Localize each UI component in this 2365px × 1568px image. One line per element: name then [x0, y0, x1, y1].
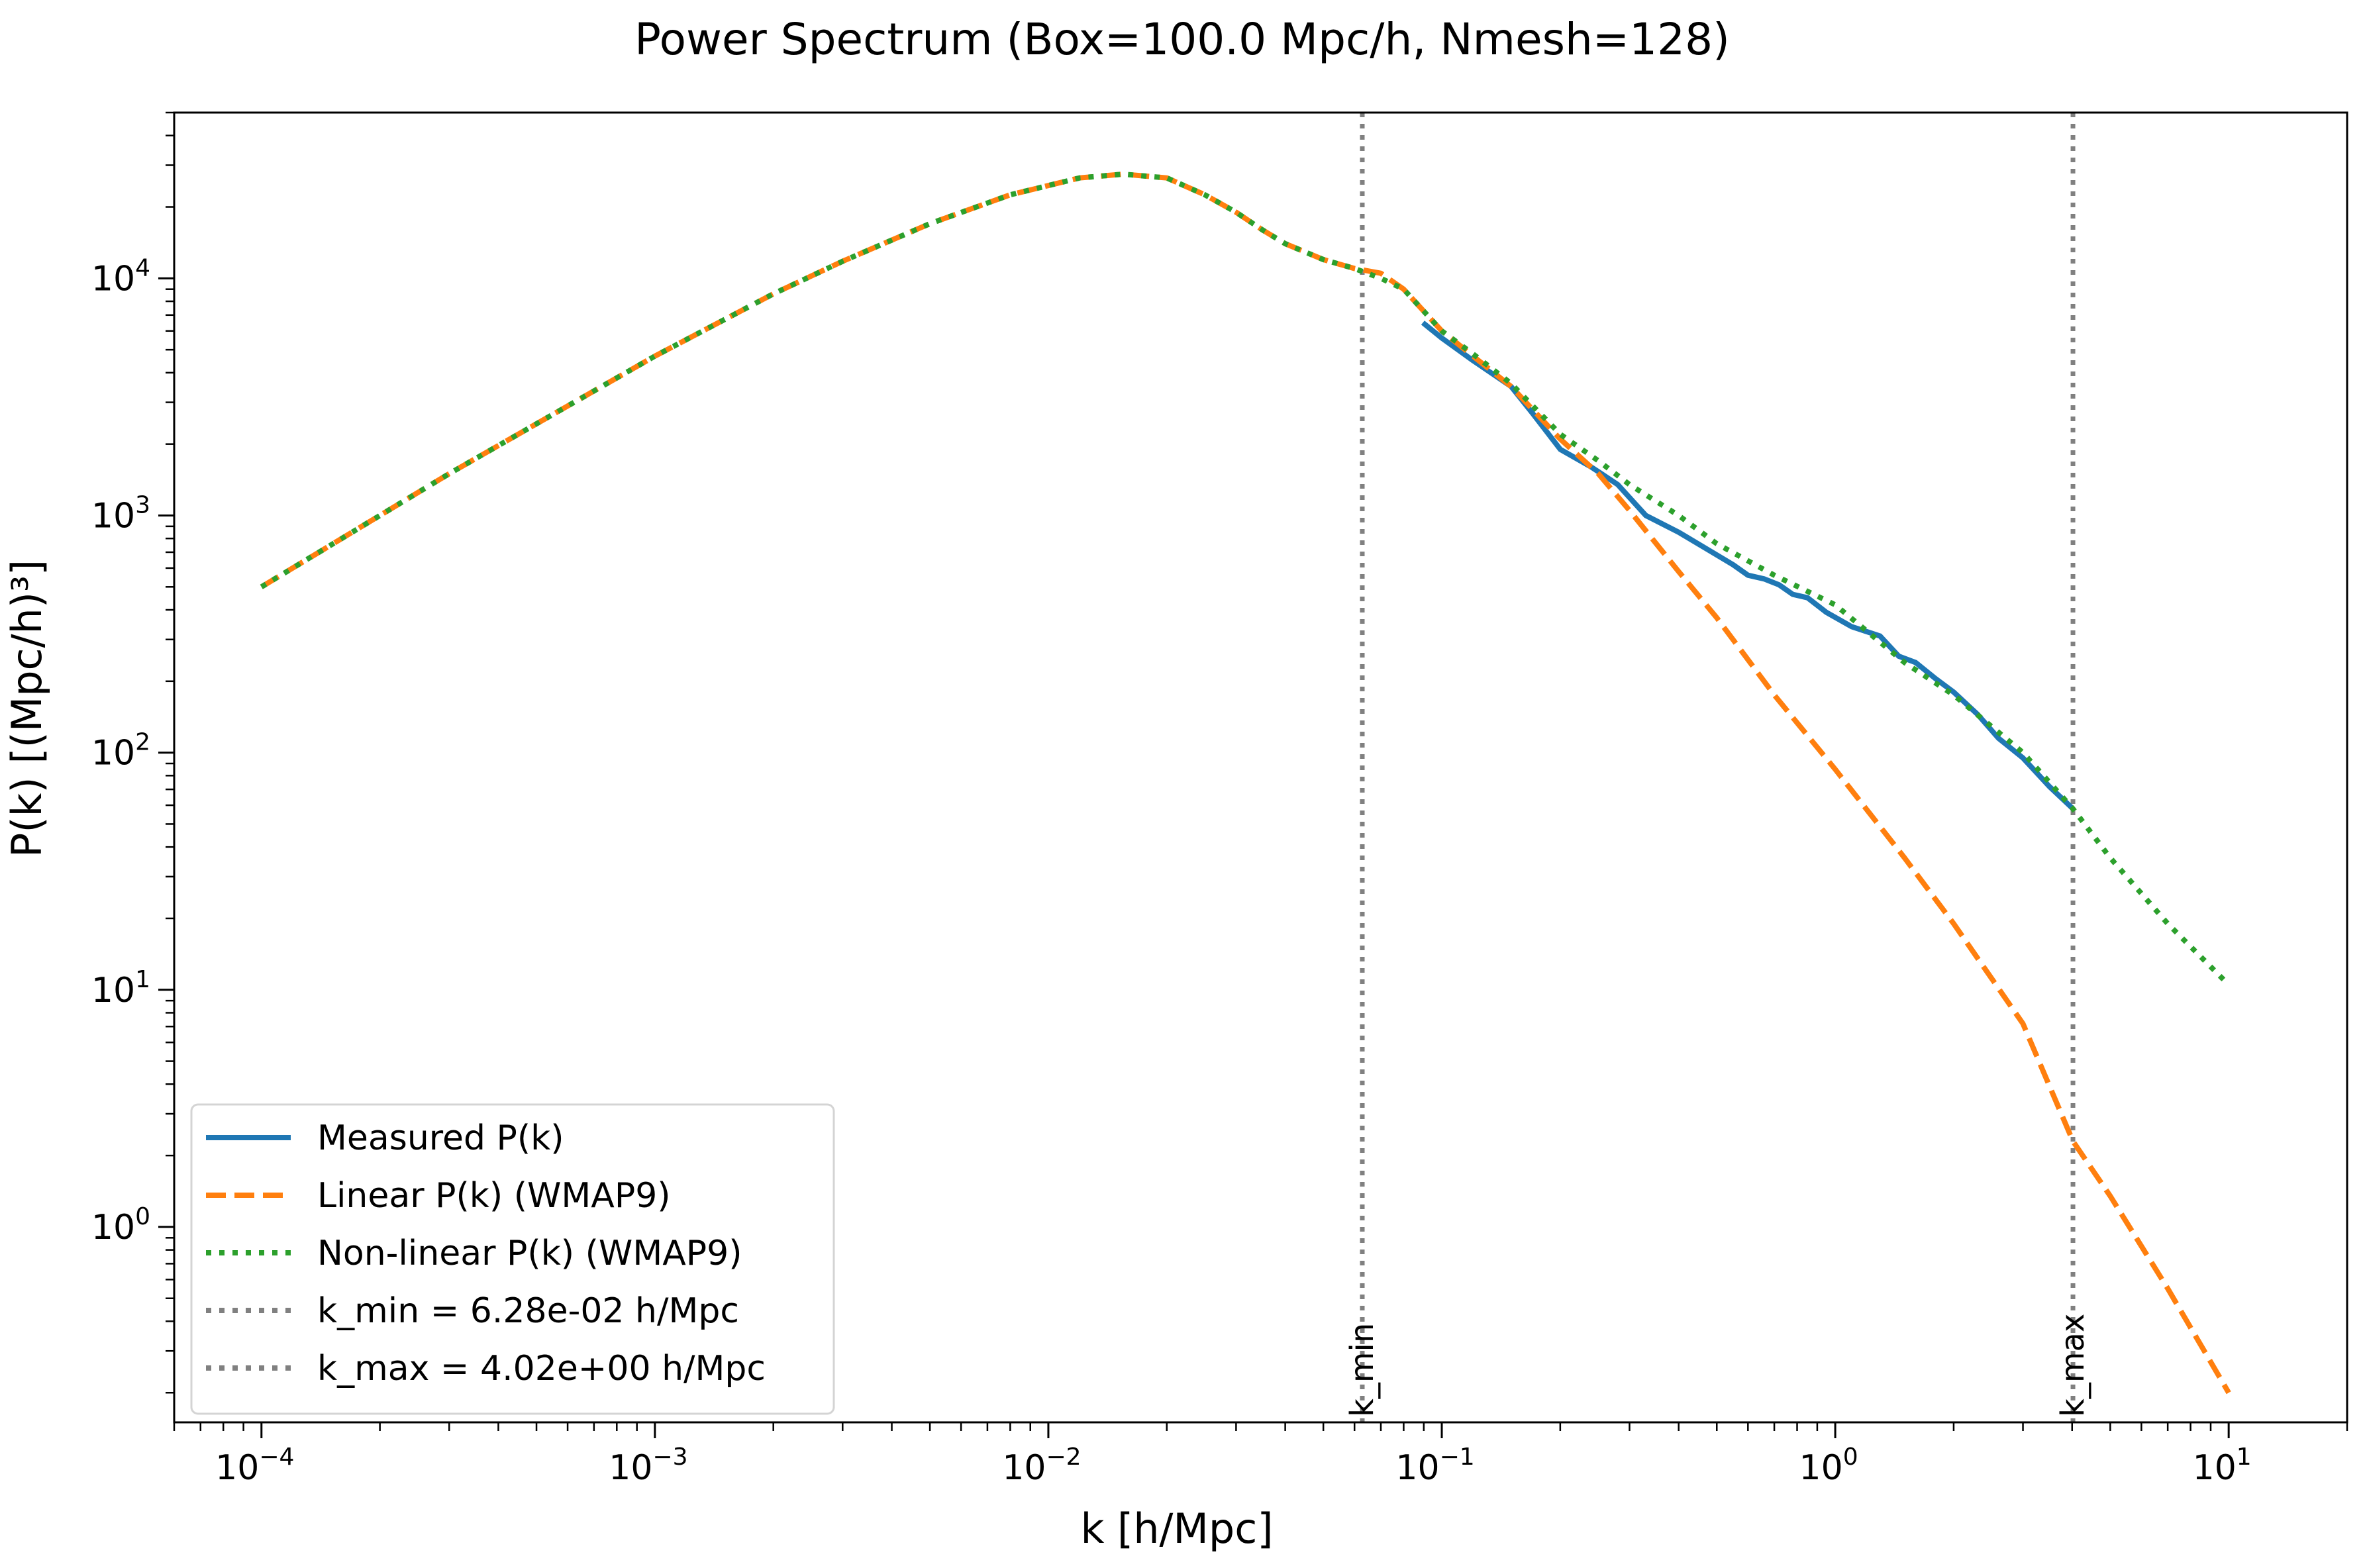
x-tick-label: 10−3: [609, 1444, 687, 1488]
x-tick-label: 10−4: [215, 1444, 294, 1488]
x-tick-label: 101: [2193, 1444, 2252, 1488]
legend-label-5: k_max = 4.02e+00 h/Mpc: [317, 1349, 766, 1389]
chart-title: Power Spectrum (Box=100.0 Mpc/h, Nmesh=1…: [634, 14, 1730, 65]
x-axis-label: k [h/Mpc]: [1080, 1504, 1273, 1553]
vline-label-k-max: k_max: [2054, 1314, 2091, 1417]
legend: Measured P(k) Linear P(k) (WMAP9) Non-line…: [190, 1103, 835, 1415]
x-tick-label: 100: [1799, 1444, 1858, 1488]
legend-label-2: Linear P(k) (WMAP9): [317, 1176, 671, 1216]
axes-frame: [173, 111, 2348, 1424]
y-tick-label: 100: [91, 1203, 150, 1248]
legend-box: [190, 1103, 835, 1415]
y-tick-label: 102: [91, 729, 150, 773]
x-tick-label: 10−2: [1002, 1444, 1081, 1488]
y-tick-label: 103: [91, 491, 150, 536]
legend-label-4: k_min = 6.28e-02 h/Mpc: [317, 1291, 739, 1331]
series-line-2: [260, 172, 2231, 1395]
x-tick-label: 10−1: [1395, 1444, 1474, 1488]
legend-label-3: Non-linear P(k) (WMAP9): [317, 1234, 742, 1273]
y-tick-label: 104: [91, 254, 150, 299]
plot-area: k_min k_max 10−4 10−3 10−2 10−1 100 101 100 101 10…: [91, 111, 2348, 1488]
vline-label-k-min: k_min: [1344, 1323, 1381, 1417]
y-tick-label: 101: [91, 966, 150, 1010]
legend-label-1: Measured P(k): [317, 1118, 564, 1158]
y-axis-label: P(k) [(Mpc/h)³]: [3, 560, 51, 858]
